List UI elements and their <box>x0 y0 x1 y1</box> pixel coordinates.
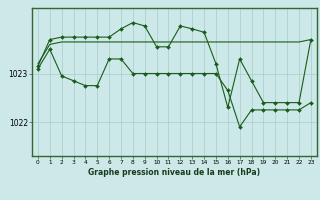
X-axis label: Graphe pression niveau de la mer (hPa): Graphe pression niveau de la mer (hPa) <box>88 168 260 177</box>
